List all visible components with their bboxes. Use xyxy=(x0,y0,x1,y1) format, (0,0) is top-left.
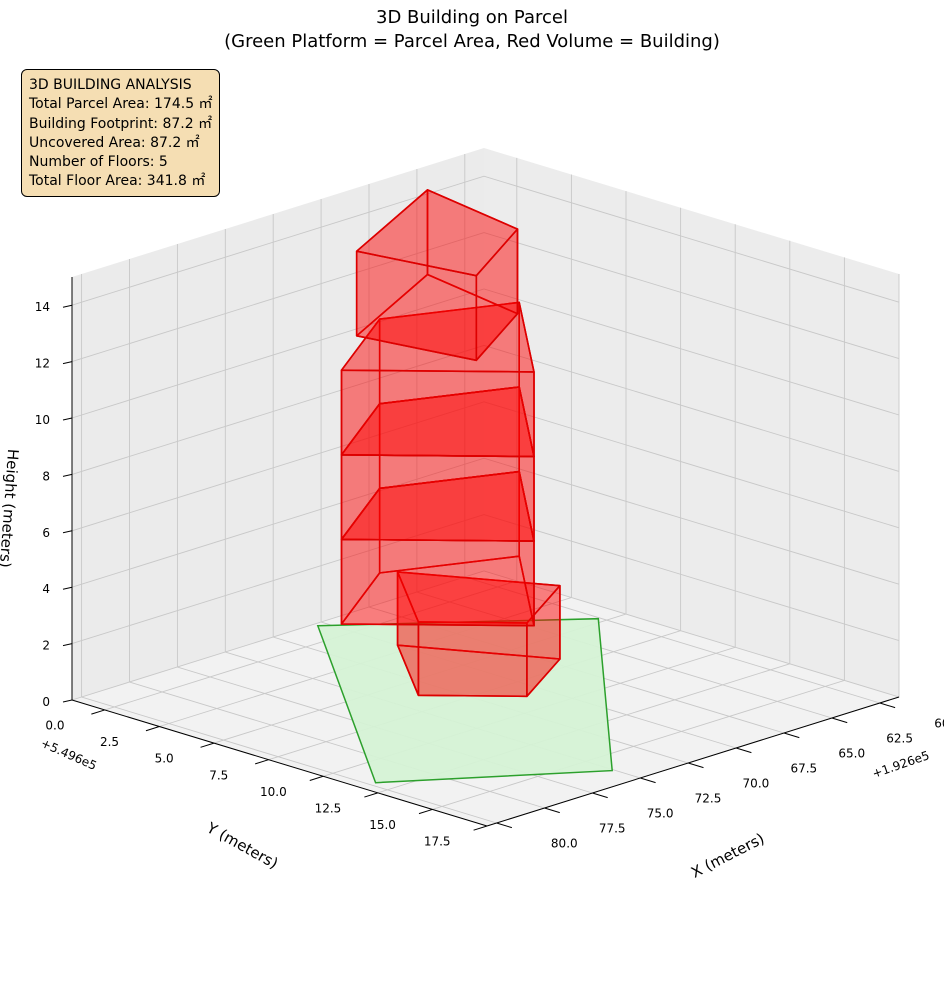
info-line: Building Footprint: 87.2 ㎡ xyxy=(29,115,213,132)
info-line: Uncovered Area: 87.2 ㎡ xyxy=(29,134,200,151)
x-tick-label: 7.5 xyxy=(209,768,228,782)
building-floor-3 xyxy=(340,386,535,542)
z-axis-label: Height (meters) xyxy=(0,448,22,568)
x-tick-mark xyxy=(418,808,433,815)
axis-lines xyxy=(71,277,900,827)
x-tick-mark xyxy=(473,825,488,831)
z-tick-label: 4 xyxy=(42,582,50,596)
left-wall-pane xyxy=(72,148,484,700)
y-tick-mark xyxy=(640,777,656,784)
y-tick-label: 60.0 xyxy=(934,717,944,731)
y-tick-mark xyxy=(831,717,848,724)
x-tick-label: 2.5 xyxy=(100,735,119,749)
x-tick-mark xyxy=(145,726,160,732)
building-floor-1 xyxy=(396,571,561,698)
y-axis-line xyxy=(486,696,900,827)
y-tick-label: 70.0 xyxy=(743,777,770,791)
z-gridline xyxy=(71,175,900,306)
z-gridline xyxy=(71,232,900,363)
y-tick-mark xyxy=(544,807,560,814)
z-tick-label: 0 xyxy=(42,695,50,709)
floor-side-face xyxy=(340,369,535,458)
z-tick-label: 14 xyxy=(35,300,50,314)
y-offset-label: +5.496e5 xyxy=(39,736,99,773)
building-floor-2 xyxy=(340,470,535,627)
parcel-platform xyxy=(316,617,614,784)
title-line-2: (Green Platform = Parcel Area, Red Volum… xyxy=(224,31,720,52)
floor-top-face xyxy=(355,189,519,277)
x-tick-mark xyxy=(200,742,215,748)
y-tick-label: 67.5 xyxy=(790,762,817,776)
z-tick-mark xyxy=(62,586,73,590)
z-gridline xyxy=(71,344,900,475)
y-axis-label: Y (meters) xyxy=(203,818,281,872)
z-gridline xyxy=(71,288,900,419)
y-tick-mark xyxy=(783,732,800,739)
y-tick-mark xyxy=(879,702,896,709)
z-tick-label: 2 xyxy=(42,639,50,653)
info-header: 3D BUILDING ANALYSIS xyxy=(29,77,192,93)
y-tick-label: 75.0 xyxy=(647,807,674,821)
x-axis-line xyxy=(71,699,488,827)
y-tick-mark xyxy=(496,822,513,829)
info-line: Total Floor Area: 341.8 ㎡ xyxy=(29,173,206,190)
z-tick-label: 12 xyxy=(35,357,50,371)
building-floor-4 xyxy=(340,301,535,458)
x-tick-label: 10.0 xyxy=(260,785,287,799)
z-tick-mark xyxy=(62,643,73,647)
analysis-info-box: 3D BUILDING ANALYSIS Total Parcel Area: … xyxy=(21,69,220,197)
floor-top-face xyxy=(396,571,561,624)
z-tick-mark xyxy=(62,699,73,703)
chart-objects xyxy=(316,189,614,784)
x-axis-label: X (meters) xyxy=(688,829,767,881)
z-tick-mark xyxy=(62,361,73,365)
z-tick-label: 8 xyxy=(42,469,50,483)
z-tick-mark xyxy=(62,417,73,421)
x-tick-mark xyxy=(309,775,324,781)
z-gridline xyxy=(71,570,900,701)
x-offset-label: +1.926e5 xyxy=(870,748,931,781)
z-tick-mark xyxy=(62,473,73,477)
z-tick-label: 6 xyxy=(42,526,50,540)
z-tick-label: 10 xyxy=(35,413,50,427)
y-tick-label: 62.5 xyxy=(886,732,913,746)
info-line: Total Parcel Area: 174.5 ㎡ xyxy=(29,96,213,113)
x-tick-label: 12.5 xyxy=(315,801,342,815)
z-tick-mark xyxy=(62,530,73,534)
building-floor-5 xyxy=(355,189,519,362)
x-tick-label: 5.0 xyxy=(155,752,174,766)
x-tick-label: 17.5 xyxy=(424,835,451,849)
y-tick-mark xyxy=(735,747,752,754)
x-tick-label: 0.0 xyxy=(45,719,64,733)
chart-title: 3D Building on Parcel (Green Platform = … xyxy=(0,6,944,54)
floor-top-face xyxy=(340,301,535,373)
x-tick-label: 15.0 xyxy=(369,818,396,832)
x-tick-mark xyxy=(364,792,378,798)
x-tick-mark xyxy=(91,709,105,715)
y-tick-label: 77.5 xyxy=(599,822,626,836)
info-line: Number of Floors: 5 xyxy=(29,154,168,171)
right-wall-pane xyxy=(484,148,899,697)
floor-side-face xyxy=(340,453,535,542)
y-tick-label: 65.0 xyxy=(838,747,865,761)
z-gridline xyxy=(71,401,900,532)
title-line-1: 3D Building on Parcel xyxy=(376,7,568,28)
floor-side-face xyxy=(340,538,535,627)
z-gridline xyxy=(71,457,900,588)
y-tick-label: 80.0 xyxy=(551,837,578,851)
z-gridline xyxy=(71,514,900,645)
z-tick-mark xyxy=(62,304,73,308)
y-tick-mark xyxy=(592,792,608,799)
floor-side-face xyxy=(417,621,528,698)
x-tick-mark xyxy=(255,759,269,765)
tick-labels: 0.0 2.5 5.0 7.5 10.0 12.5 15.0 17.5 60.0 62.5 65.0… xyxy=(35,300,944,850)
y-tick-label: 72.5 xyxy=(695,792,722,806)
y-tick-mark xyxy=(688,762,704,769)
